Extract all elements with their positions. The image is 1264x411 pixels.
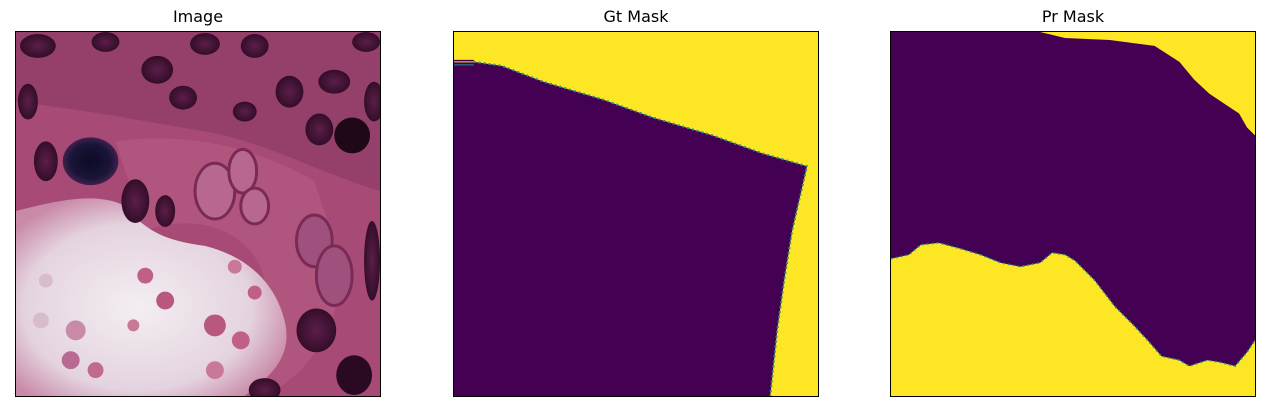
histology-image bbox=[15, 31, 381, 397]
panel-title-image: Image bbox=[172, 7, 224, 26]
pale-nuclei bbox=[193, 147, 354, 307]
pr-mask-background-region bbox=[891, 32, 1255, 367]
pr-mask-svg bbox=[891, 32, 1255, 396]
gt-mask-stripe bbox=[454, 59, 474, 66]
panel-title-pr-mask: Pr Mask bbox=[1041, 7, 1105, 26]
upper-tissue bbox=[16, 32, 380, 192]
lumen-cells bbox=[32, 259, 262, 380]
nuclei-cluster bbox=[17, 32, 380, 227]
gt-mask-edge bbox=[454, 60, 809, 396]
gt-mask-background-region bbox=[454, 61, 808, 396]
panel-title-gt-mask: Gt Mask bbox=[603, 7, 669, 26]
lumen-area bbox=[16, 198, 287, 396]
pr-mask-image bbox=[890, 31, 1256, 397]
gt-mask-svg bbox=[454, 32, 818, 396]
right-nuclei bbox=[248, 220, 380, 396]
gt-mask-image bbox=[453, 31, 819, 397]
histology-image-svg bbox=[16, 32, 380, 396]
pr-mask-edge bbox=[891, 242, 1255, 367]
dark-nucleus bbox=[62, 137, 119, 186]
